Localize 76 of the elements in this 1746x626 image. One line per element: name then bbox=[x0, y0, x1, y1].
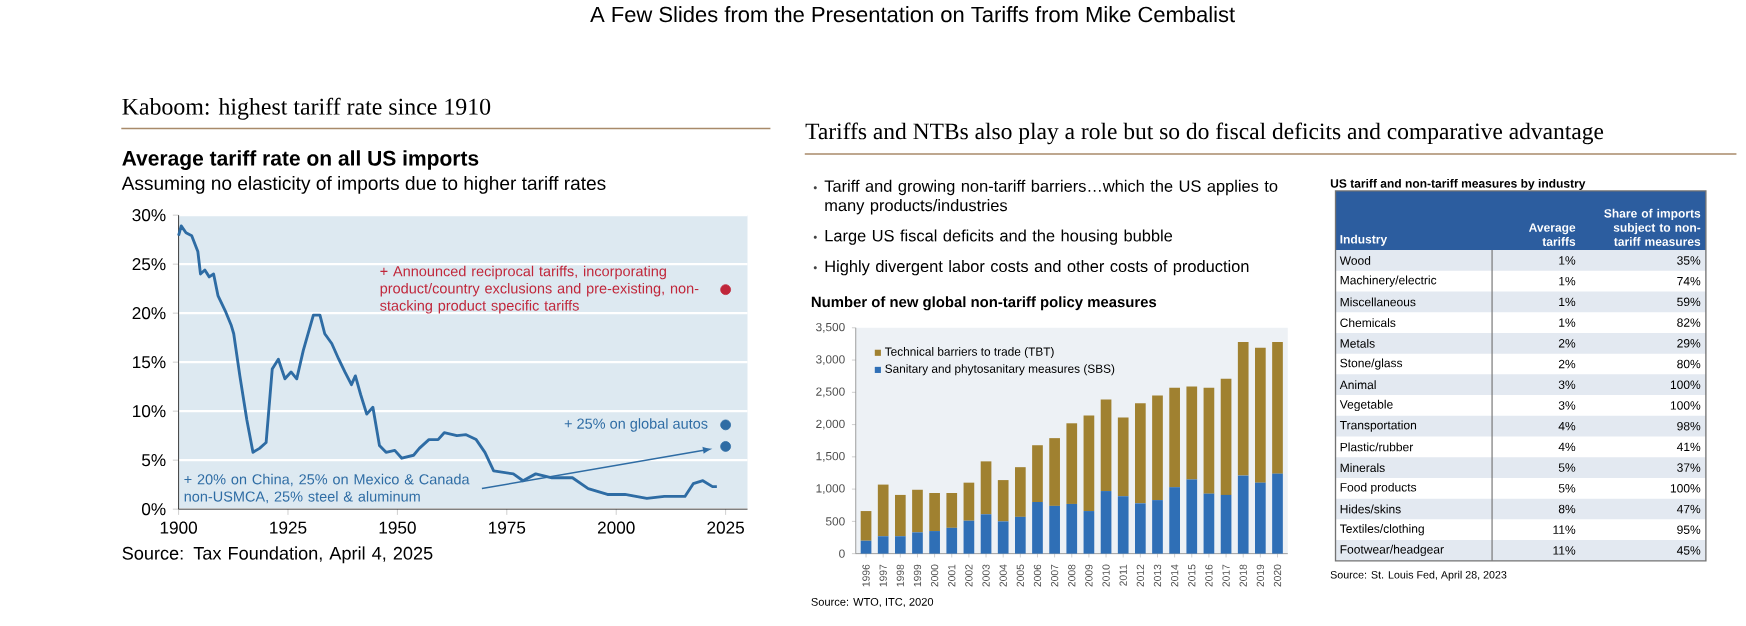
y-tick-label: 25% bbox=[132, 257, 166, 271]
bar bbox=[946, 492, 958, 528]
y-tick-label: 10% bbox=[133, 404, 166, 418]
chart-subtitle: Assuming no elasticity of imports due to higher tariff rates bbox=[121, 175, 606, 194]
y-tick-label: 5% bbox=[141, 454, 166, 467]
x-tick-label: 1925 bbox=[270, 521, 307, 534]
bar bbox=[877, 536, 889, 554]
source-note: Source: Tax Foundation, April 4, 2025 bbox=[122, 546, 433, 564]
bar bbox=[1100, 490, 1112, 554]
bar bbox=[1237, 475, 1249, 554]
line-series bbox=[177, 224, 719, 500]
bar bbox=[1083, 510, 1095, 554]
bar bbox=[1066, 423, 1078, 504]
bar bbox=[1152, 395, 1163, 500]
y-tick-label: 15% bbox=[133, 356, 166, 369]
bar bbox=[1220, 378, 1232, 495]
text: Highly divergent labor costs and other costs of production bbox=[825, 259, 1249, 276]
bar bbox=[1014, 467, 1026, 517]
bar bbox=[1152, 499, 1163, 554]
y-tick-label: 20% bbox=[132, 306, 166, 320]
bar bbox=[1049, 438, 1060, 506]
bar bbox=[1169, 387, 1180, 488]
bar bbox=[894, 536, 906, 554]
text: Kaboom: highest tariff rate since 1910 bbox=[122, 97, 491, 120]
bar bbox=[1237, 341, 1249, 476]
x-tick-label: 2000 bbox=[597, 521, 635, 534]
bar bbox=[1203, 493, 1215, 554]
y-tick-label: 30% bbox=[132, 208, 166, 222]
point bbox=[720, 419, 731, 431]
x-tick-label: 1975 bbox=[489, 521, 526, 534]
text: Large US fiscal deficits and the housing bubble bbox=[825, 229, 1173, 245]
bar bbox=[1117, 496, 1129, 554]
bar bbox=[946, 527, 958, 554]
bar bbox=[980, 514, 992, 554]
bar bbox=[1255, 482, 1266, 554]
bar bbox=[963, 482, 975, 521]
bar bbox=[860, 510, 872, 541]
x-tick-label: 1900 bbox=[160, 521, 198, 534]
bar bbox=[980, 461, 992, 515]
bar bbox=[1186, 479, 1198, 554]
bar bbox=[912, 532, 923, 554]
text: Tariffs and NTBs also play a role but so do fiscal deficits and comparative advantage bbox=[805, 122, 1604, 145]
bar bbox=[912, 489, 923, 533]
bar bbox=[929, 530, 940, 554]
text: Tariff and growing non-tariff barriers…which the US applies to many products/industries bbox=[824, 179, 1278, 215]
x-tick-label: 1950 bbox=[379, 521, 416, 534]
bar bbox=[929, 492, 940, 531]
bar bbox=[1117, 417, 1129, 497]
bar bbox=[1100, 399, 1112, 491]
bar bbox=[1135, 403, 1146, 504]
bar bbox=[1272, 473, 1283, 554]
bar bbox=[1014, 516, 1026, 554]
bar bbox=[997, 521, 1009, 554]
bar bbox=[1169, 487, 1180, 554]
bar bbox=[963, 520, 975, 554]
bar bbox=[997, 479, 1009, 522]
bar bbox=[1032, 501, 1043, 554]
point bbox=[720, 284, 731, 295]
bar bbox=[894, 494, 906, 537]
chart-title: Average tariff rate on all US imports bbox=[122, 150, 479, 170]
bar bbox=[1272, 341, 1283, 474]
bar bbox=[1032, 445, 1043, 502]
y-tick-label: 0% bbox=[141, 502, 166, 516]
bar bbox=[1255, 347, 1266, 483]
bar bbox=[877, 484, 889, 537]
bar bbox=[1066, 503, 1078, 554]
bar bbox=[860, 540, 872, 554]
bar bbox=[1186, 386, 1198, 480]
bar bbox=[1135, 503, 1146, 554]
bar bbox=[1049, 505, 1060, 554]
text: A Few Slides from the Presentation on Tariffs from Mike Cembalist bbox=[590, 6, 1235, 23]
bar bbox=[1220, 494, 1232, 554]
point bbox=[720, 441, 731, 452]
x-tick-label: 2025 bbox=[707, 521, 744, 534]
bar bbox=[1203, 387, 1215, 494]
bar bbox=[1083, 415, 1095, 511]
